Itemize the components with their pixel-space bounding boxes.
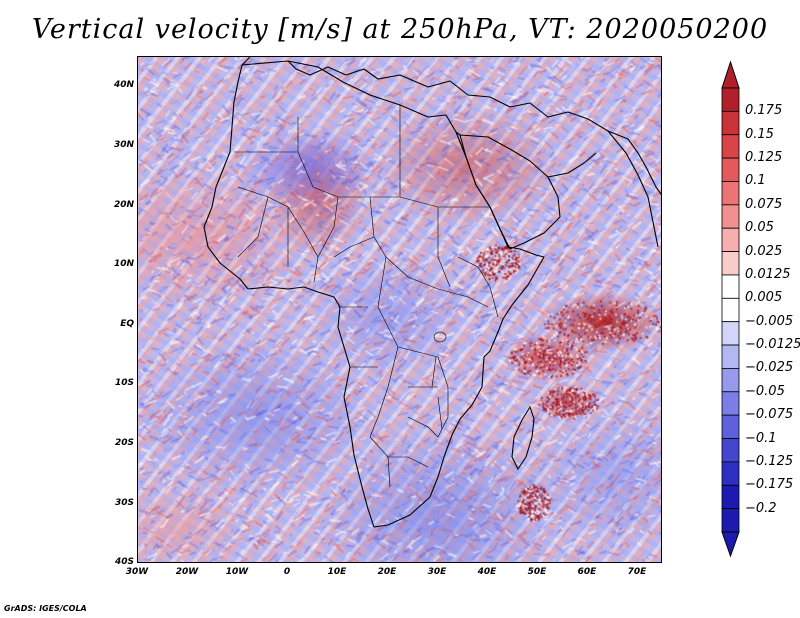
- lat-tick-20N: 20N: [113, 200, 134, 210]
- lat-tick-30N: 30N: [113, 140, 134, 150]
- colorbar-label: −0.0125: [745, 337, 800, 353]
- colorbar-swatch: [721, 204, 740, 229]
- colorbar-swatch: [721, 321, 740, 346]
- coastlines-overlay: [203, 57, 661, 528]
- colorbar-label: 0.05: [745, 220, 774, 236]
- grads-credit: GrADS: IGES/COLA: [4, 604, 87, 613]
- arabia-coastline: [459, 134, 561, 250]
- lat-tick-10N: 10N: [113, 259, 134, 269]
- colorbar-swatch: [721, 438, 740, 463]
- colorbar-swatch: [721, 484, 740, 510]
- colorbar-label: −0.075: [745, 407, 794, 423]
- colorbar-swatch: [721, 110, 740, 136]
- colorbar-swatch: [721, 134, 740, 159]
- colorbar-swatch: [721, 368, 740, 393]
- lat-tick-20S: 20S: [114, 438, 134, 448]
- colorbar-label: 0.1: [745, 173, 766, 189]
- lon-tick-30E: 30E: [427, 567, 447, 577]
- colorbar-swatch: [721, 391, 740, 416]
- lon-tick-10E: 10E: [327, 567, 347, 577]
- colorbar-label: −0.2: [745, 500, 777, 516]
- lon-tick-20W: 20W: [175, 567, 199, 577]
- map-panel: [137, 56, 662, 563]
- lat-tick-40S: 40S: [114, 557, 134, 567]
- lat-tick-30S: 30S: [114, 498, 134, 508]
- colorbar-label: 0.005: [745, 290, 783, 306]
- lon-tick-30W: 30W: [125, 567, 149, 577]
- lon-tick-70E: 70E: [627, 567, 647, 577]
- lon-tick-60E: 60E: [577, 567, 597, 577]
- map-title: Vertical velocity [m/s] at 250hPa, VT: 2…: [31, 14, 769, 45]
- lat-tick-EQ: EQ: [120, 319, 134, 329]
- colorbar-label: −0.175: [745, 477, 794, 493]
- lon-tick-10W: 10W: [225, 567, 249, 577]
- lat-tick-10S: 10S: [114, 378, 134, 388]
- colorbar-swatch: [721, 508, 740, 533]
- colorbar-label: 0.025: [745, 243, 783, 259]
- colorbar-label: 0.0125: [745, 266, 791, 282]
- colorbar-label: −0.005: [745, 313, 794, 329]
- lon-tick-40E: 40E: [477, 567, 497, 577]
- colorbar-swatch: [721, 344, 740, 369]
- colorbar-top-arrow: [721, 60, 740, 89]
- colorbar-label: −0.1: [745, 430, 777, 446]
- colorbar-swatch: [721, 87, 740, 112]
- colorbar-label: −0.125: [745, 453, 794, 469]
- colorbar-swatch: [721, 414, 740, 439]
- colorbar-swatch: [721, 251, 740, 276]
- lon-tick-20E: 20E: [377, 567, 397, 577]
- lon-tick-50E: 50E: [527, 567, 547, 577]
- colorbar-swatch: [721, 274, 740, 299]
- europe-coastline: [241, 57, 661, 196]
- colorbar-label: 0.125: [745, 150, 783, 166]
- velocity-texture: [138, 57, 661, 562]
- lat-tick-40N: 40N: [113, 80, 134, 90]
- country-borders: [234, 105, 499, 488]
- colorbar-label: −0.025: [745, 360, 794, 376]
- madagascar-coastline: [511, 406, 535, 470]
- colorbar-swatch: [721, 297, 740, 323]
- colorbar-swatch: [721, 227, 740, 252]
- colorbar-bottom-arrow: [721, 531, 740, 558]
- colorbar-swatch: [721, 181, 740, 206]
- colorbar-label: 0.15: [745, 126, 774, 142]
- colorbar-swatch: [721, 157, 740, 182]
- colorbar-label: −0.05: [745, 383, 785, 399]
- colorbar-swatch: [721, 461, 740, 486]
- colorbar-label: 0.175: [745, 103, 783, 119]
- colorbar-label: 0.075: [745, 196, 783, 212]
- lon-tick-0: 0: [283, 567, 291, 577]
